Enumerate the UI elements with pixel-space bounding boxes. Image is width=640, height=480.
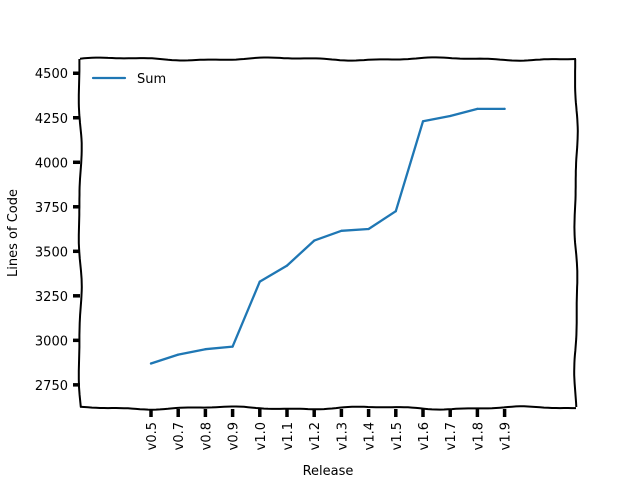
y-tick-label: 3250 [35, 290, 68, 305]
x-tick-label: v1.3 [335, 422, 350, 450]
x-tick-label: v1.1 [281, 422, 296, 450]
data-point [421, 120, 425, 123]
x-tick-label: v1.4 [363, 422, 378, 450]
plot-frame [77, 56, 579, 411]
series-layer [149, 107, 506, 365]
frame-bottom [79, 405, 576, 411]
x-axis-label: Release [303, 464, 354, 479]
y-tick-label: 4250 [35, 112, 68, 127]
x-tick-label: v1.0 [254, 422, 269, 450]
x-tick-label: v1.8 [471, 422, 486, 450]
data-point [204, 348, 207, 351]
x-tick-label: v0.9 [227, 422, 242, 450]
frame-top [79, 56, 577, 62]
x-tick-label: v1.2 [308, 422, 323, 450]
data-point [476, 107, 479, 110]
data-point [149, 362, 153, 365]
data-point [394, 210, 397, 213]
data-point [367, 227, 370, 231]
y-axis: 2750 3000 3250 3500 3750 4000 4250 4500 [35, 67, 80, 394]
frame-left [77, 59, 83, 408]
y-axis-label: Lines of Code [6, 189, 21, 277]
x-tick-label: v0.8 [199, 422, 214, 450]
data-point [340, 229, 343, 232]
frame-right [573, 59, 579, 408]
series-line-sum [149, 107, 506, 365]
x-axis: v0.5 v0.7 v0.8 v0.9 v1.0 v1.1 v1.2 v1.3 v1.4 v1.5… [145, 409, 514, 450]
data-point [503, 107, 506, 110]
x-tick-label: v1.7 [444, 422, 459, 450]
data-point [285, 264, 289, 267]
y-tick-label: 2750 [35, 379, 68, 394]
x-tick-label: v0.7 [172, 422, 187, 450]
y-tick-label: 3000 [35, 334, 68, 349]
y-tick-label: 3500 [35, 245, 68, 260]
data-point [258, 280, 261, 283]
y-tick-label: 4000 [35, 156, 68, 171]
legend-label-sum: Sum [137, 72, 166, 87]
legend: Sum [91, 72, 166, 87]
x-tick-label: v1.9 [499, 422, 514, 450]
x-tick-label: v1.6 [417, 422, 432, 450]
data-point [231, 345, 234, 348]
x-tick-label: v0.5 [145, 422, 160, 450]
x-tick-label: v1.5 [390, 422, 405, 450]
data-point [313, 239, 316, 242]
data-point [449, 114, 452, 118]
y-tick-label: 4500 [35, 67, 68, 82]
data-point [177, 353, 180, 356]
y-tick-label: 3750 [35, 201, 68, 216]
